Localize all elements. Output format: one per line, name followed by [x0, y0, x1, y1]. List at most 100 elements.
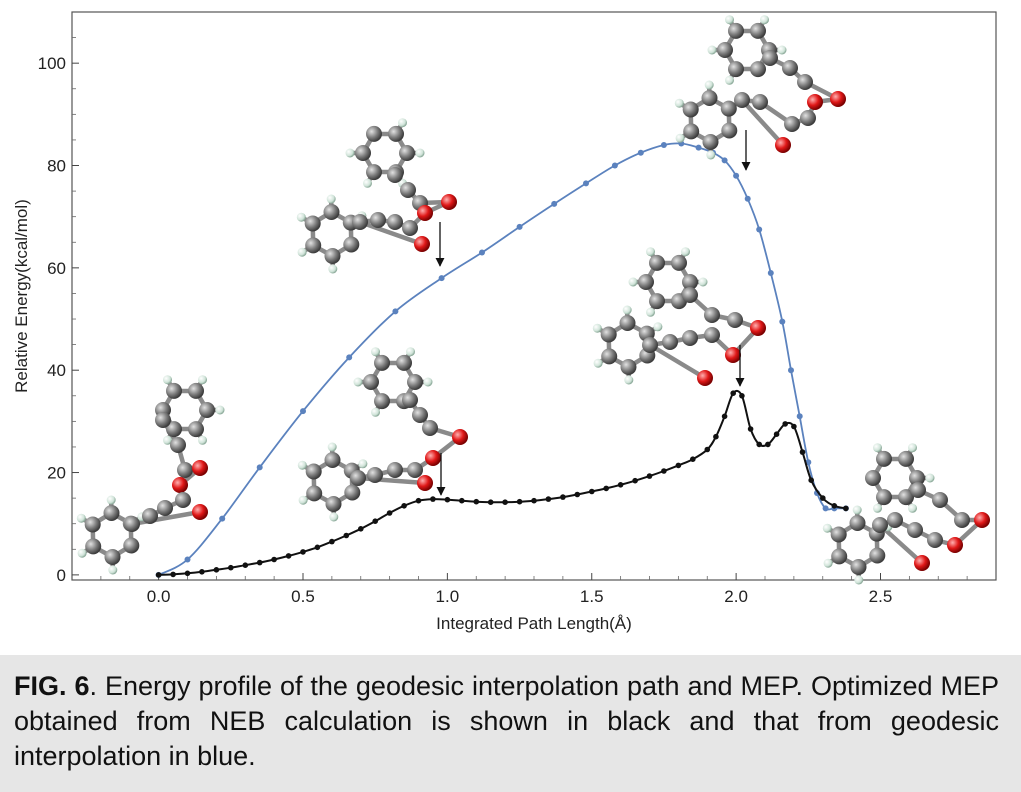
- molecule-geodesic-top-right: [674, 15, 846, 160]
- y-tick-label: 80: [47, 157, 66, 176]
- x-tick-label: 0.0: [147, 587, 171, 606]
- molecule-neb-middle: [297, 347, 468, 522]
- y-tick-label: 0: [57, 566, 66, 585]
- x-tick-label: 2.0: [724, 587, 748, 606]
- molecule-images: [76, 15, 990, 585]
- y-tick-label: 40: [47, 361, 66, 380]
- neb-mep-series-point: [516, 498, 523, 505]
- neb-mep-series-point: [820, 495, 826, 501]
- neb-mep-series-point: [730, 390, 736, 397]
- geodesic-series-point: [300, 408, 306, 415]
- geodesic-series-point: [346, 354, 353, 361]
- neb-mep-series-point: [773, 431, 780, 438]
- neb-mep-series-point: [632, 477, 638, 484]
- neb-mep-series-point: [545, 496, 552, 502]
- geodesic-series: [155, 140, 849, 578]
- neb-mep-series-point: [155, 572, 162, 578]
- caption-text: . Energy profile of the geodesic interpo…: [14, 671, 1000, 771]
- neb-mep-series-point: [459, 497, 465, 504]
- geodesic-series-point: [583, 180, 589, 187]
- molecule-geodesic-upper-left: [296, 118, 457, 274]
- neb-mep-series-point: [646, 473, 653, 479]
- neb-mep-series-point: [502, 499, 508, 506]
- geodesic-series-point: [756, 226, 763, 233]
- neb-mep-series-point: [721, 413, 728, 420]
- neb-mep-series-point: [739, 393, 745, 399]
- neb-mep-series-point: [799, 449, 806, 455]
- neb-mep-series-point: [756, 441, 762, 448]
- geodesic-series-point: [660, 142, 667, 148]
- neb-mep-series-point: [184, 570, 191, 577]
- geodesic-series-point: [219, 515, 226, 522]
- geodesic-series-point: [438, 275, 445, 282]
- neb-mep-series-point: [300, 549, 306, 555]
- geodesic-series-point: [637, 149, 644, 156]
- geodesic-series-point: [721, 157, 728, 164]
- y-tick-label: 60: [47, 259, 66, 278]
- neb-mep-series-point: [199, 569, 205, 575]
- molecule-neb-transition: [592, 247, 766, 386]
- y-axis-ticks: 0 20 40 60 80 100: [38, 37, 79, 585]
- neb-mep-series-point: [256, 559, 263, 566]
- geodesic-series-point: [695, 144, 702, 151]
- y-axis-label: Relative Energy(kcal/mol): [12, 199, 31, 393]
- neb-mep-series-point: [329, 538, 335, 545]
- x-tick-label: 0.5: [291, 587, 315, 606]
- neb-mep-series-point: [444, 496, 451, 503]
- neb-mep-series-point: [765, 441, 771, 448]
- figure-caption: FIG. 6. Energy profile of the geodesic i…: [0, 655, 1021, 792]
- structure-arrows: [435, 130, 751, 496]
- plot-frame: [71, 11, 997, 581]
- neb-mep-series-point: [386, 510, 393, 516]
- x-axis-label: Integrated Path Length(Å): [436, 614, 632, 633]
- x-axis-ticks: 0.0 0.5 1.0 1.5 2.0 2.5: [100, 573, 968, 606]
- neb-mep-series-point: [704, 446, 711, 453]
- neb-mep-series-point: [603, 485, 609, 492]
- neb-mep-series-point: [661, 468, 667, 474]
- neb-mep-series-point: [285, 553, 292, 559]
- neb-mep-series-point: [831, 503, 838, 509]
- neb-mep-series-point: [271, 556, 277, 563]
- neb-mep-series-point: [314, 544, 321, 551]
- neb-mep-series-point: [574, 491, 581, 498]
- neb-mep-series-point: [343, 532, 350, 539]
- neb-mep-series-point: [401, 503, 407, 509]
- geodesic-series-point: [822, 505, 829, 512]
- neb-mep-series-point: [358, 526, 364, 532]
- molecule-reactant: [76, 375, 225, 575]
- neb-mep-series-point: [589, 488, 595, 495]
- energy-profile-chart: 0 20 40 60 80 100 0.0 0.5 1.0 1.5 2.0 2.5 Integrat…: [12, 11, 997, 633]
- neb-mep-series-point: [415, 497, 422, 504]
- neb-mep-series-point: [242, 562, 249, 568]
- neb-mep-series-point: [617, 482, 624, 488]
- neb-mep-series-point: [690, 456, 696, 463]
- geodesic-series-point: [551, 200, 558, 207]
- x-tick-label: 1.5: [580, 587, 604, 606]
- geodesic-series-point: [479, 249, 485, 256]
- neb-mep-series-point: [372, 518, 379, 524]
- figure-number: FIG. 6: [14, 671, 90, 701]
- geodesic-series-point: [611, 162, 618, 169]
- geodesic-series-point: [779, 318, 786, 325]
- neb-mep-series-point: [430, 496, 436, 502]
- neb-mep-series-point: [713, 433, 719, 440]
- neb-mep-series-point: [791, 423, 797, 430]
- geodesic-series-point: [788, 367, 794, 374]
- geodesic-series-point: [767, 270, 774, 276]
- geodesic-series-point: [744, 195, 751, 202]
- neb-mep-series-point: [675, 462, 682, 469]
- neb-mep-series-point: [531, 497, 537, 504]
- neb-mep-series-point: [747, 426, 754, 432]
- neb-mep-series-point: [560, 494, 566, 500]
- neb-mep-series-line: [158, 389, 847, 576]
- neb-mep-series-point: [782, 421, 788, 427]
- geodesic-series-point: [516, 223, 523, 230]
- y-tick-label: 100: [38, 54, 66, 73]
- neb-mep-series-point: [843, 505, 849, 512]
- neb-mep-series-point: [473, 498, 480, 505]
- x-tick-label: 1.0: [436, 587, 460, 606]
- x-tick-label: 2.5: [869, 587, 893, 606]
- geodesic-series-point: [796, 413, 803, 420]
- y-tick-label: 20: [47, 464, 66, 483]
- neb-mep-series: [155, 389, 849, 578]
